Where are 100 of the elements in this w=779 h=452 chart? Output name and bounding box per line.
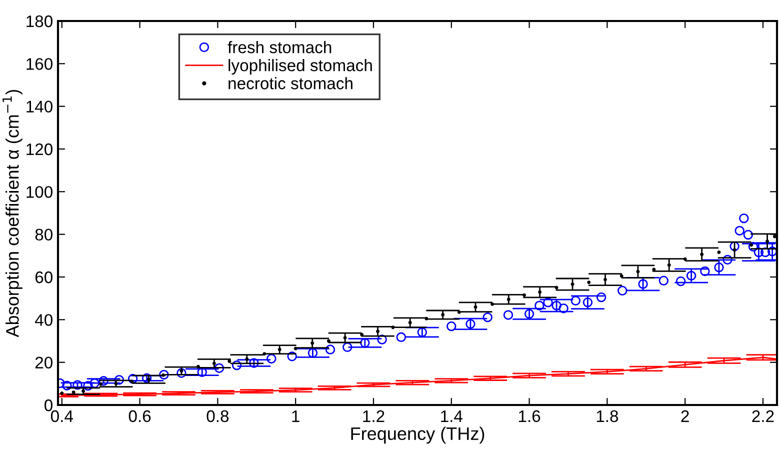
point (159, 370, 169, 380)
point (766, 240, 769, 244)
y-tick-label: 40 (34, 314, 52, 326)
point (667, 263, 671, 267)
point (408, 320, 412, 324)
point (197, 367, 207, 378)
point (760, 247, 770, 258)
point (638, 279, 648, 289)
point (730, 241, 740, 252)
point (90, 378, 100, 388)
point (772, 234, 776, 238)
point (98, 376, 108, 386)
point (342, 342, 352, 352)
point (717, 250, 721, 254)
point (249, 358, 259, 368)
point (676, 276, 686, 286)
point (503, 310, 514, 320)
point (618, 286, 628, 296)
point (658, 276, 669, 286)
legend-label: lyophilised stomach (228, 59, 372, 75)
y-tick-label: 60 (35, 271, 52, 284)
x-tick-label: 1.8 (596, 410, 618, 422)
x-tick-label: 2.2 (752, 410, 774, 422)
point (732, 248, 736, 252)
point (308, 348, 318, 358)
x-tick-label: 1 (292, 410, 300, 422)
point (114, 374, 124, 385)
point (417, 327, 428, 338)
point (325, 344, 336, 354)
point (558, 304, 568, 314)
point (214, 363, 224, 373)
point (262, 352, 266, 356)
point (748, 242, 758, 252)
y-axis-title: Absorption coefficient α (cm$^{−1}$) (2, 90, 22, 338)
point (376, 330, 380, 334)
x-tick-label: 0.8 (206, 410, 229, 422)
point (391, 326, 395, 330)
x-tick-label: 2 (681, 410, 689, 422)
point (446, 321, 456, 332)
point (72, 390, 76, 394)
point (212, 362, 216, 366)
legend-label: fresh stomach (228, 41, 332, 54)
point (294, 346, 298, 350)
point (587, 280, 591, 284)
point (176, 368, 186, 378)
x-tick-label: 0.6 (128, 410, 151, 422)
point (278, 348, 282, 352)
y-tick-label: 20 (35, 356, 52, 369)
point (266, 354, 276, 364)
point (552, 300, 562, 310)
point (228, 360, 232, 364)
point (538, 290, 542, 294)
legend-label: necrotic stomach (228, 77, 352, 90)
point (596, 292, 606, 302)
point (700, 266, 710, 276)
point (360, 338, 370, 348)
point (686, 270, 696, 281)
point (130, 380, 134, 384)
point (99, 382, 103, 386)
point (734, 226, 744, 236)
point (582, 298, 593, 308)
point (490, 302, 494, 306)
point (83, 380, 93, 391)
point (474, 305, 478, 309)
point (466, 319, 476, 329)
point (604, 278, 607, 282)
x-tick-label: 0.4 (50, 410, 73, 422)
point (245, 357, 249, 361)
point (636, 270, 640, 274)
y-tick-label: 100 (26, 186, 52, 198)
y-tick-label: 120 (26, 143, 52, 156)
point (232, 360, 242, 370)
point (714, 262, 724, 272)
point (128, 374, 138, 384)
point (343, 336, 347, 340)
point (543, 298, 553, 308)
point (457, 310, 461, 314)
y-tick-label: 0 (44, 399, 52, 412)
point (360, 332, 364, 336)
y-tick-label: 160 (26, 58, 52, 70)
point (441, 313, 445, 316)
point (196, 364, 200, 368)
x-axis-title: Frequency (THz) (351, 426, 484, 444)
point (683, 257, 687, 261)
y-tick-label: 180 (26, 15, 52, 28)
point (767, 246, 777, 256)
point (396, 332, 406, 342)
point (326, 339, 330, 343)
point (570, 296, 580, 306)
point (522, 293, 526, 297)
point (534, 300, 544, 310)
point (754, 247, 764, 258)
point (722, 254, 732, 265)
point (554, 286, 558, 290)
point (743, 230, 754, 240)
y-tick-label: 80 (35, 228, 52, 241)
point (142, 373, 152, 383)
point (739, 213, 749, 224)
point (72, 380, 82, 390)
point (287, 352, 297, 362)
